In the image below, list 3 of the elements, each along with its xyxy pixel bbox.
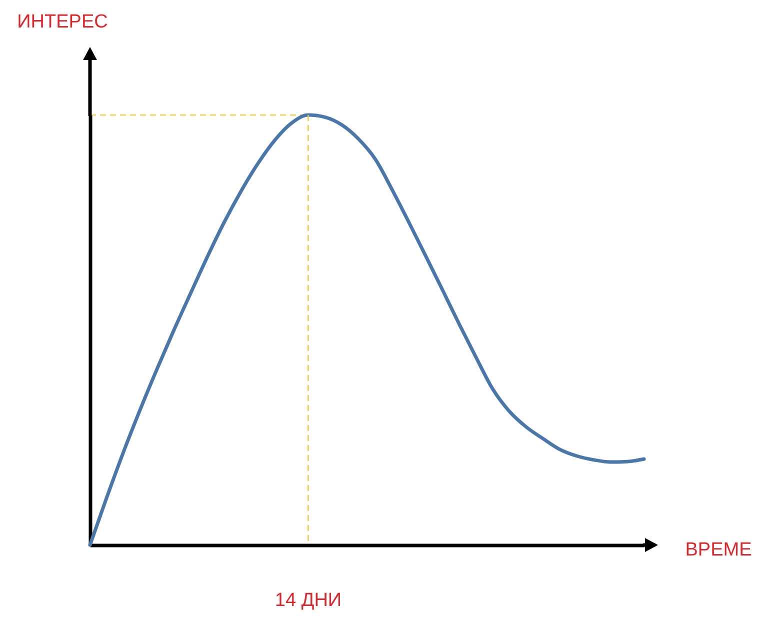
x-axis-title: ВРЕМЕ xyxy=(685,540,752,560)
text: 14 ДНИ xyxy=(274,590,342,611)
y-axis-title: ИНТЕРЕС xyxy=(17,12,108,32)
